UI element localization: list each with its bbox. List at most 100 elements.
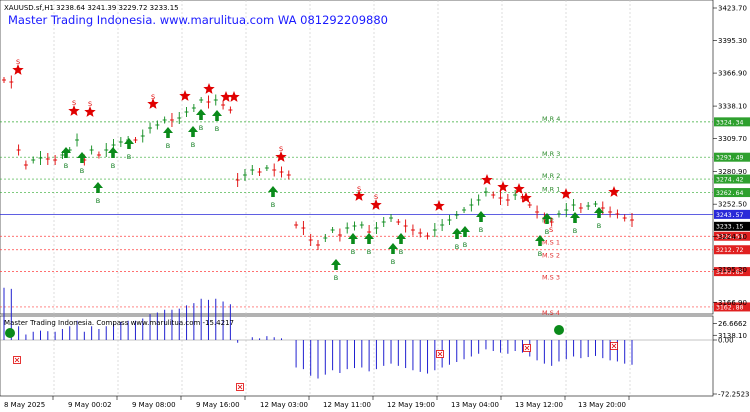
price-tag-box (714, 152, 750, 162)
price-tick-label: 3366.90 (718, 70, 747, 78)
sell-star-icon (520, 192, 532, 203)
sell-box-icon (237, 384, 243, 390)
buy-label: B (80, 167, 84, 175)
buy-label: B (391, 258, 395, 266)
buy-arrow-icon (348, 233, 358, 244)
price-tag-label: 3224.50 (716, 233, 743, 241)
buy-arrow-icon (268, 186, 278, 197)
buy-arrow-icon (188, 126, 198, 137)
bull-dot-icon (554, 325, 564, 335)
buy-label: B (127, 153, 131, 161)
buy-label: B (271, 201, 275, 209)
price-tick-label: 3395.30 (718, 37, 747, 45)
level-lines: M.R 4M.R 3M.R 2M.R 1M.PM.S 1M.S 2M.S 3M.… (0, 115, 713, 317)
time-tick-label: 8 May 2025 (4, 401, 45, 409)
price-tags: 3324.34 3293.49 3274.42 3262.64 3243.57 3224.… (714, 117, 750, 312)
price-tick-label: 3338.10 (718, 103, 747, 111)
time-tick-label: 13 May 20:00 (578, 401, 626, 409)
buy-arrow-icon (77, 152, 87, 163)
buy-arrow-icon (61, 147, 71, 158)
buy-arrow-icon (124, 138, 134, 149)
sell-label: S (279, 145, 283, 153)
buy-label: B (215, 125, 219, 133)
price-tag-box (714, 117, 750, 127)
symbol-line: XAUUSD.sf,H1 3238.64 3241.39 3229.72 323… (4, 4, 179, 12)
buy-arrow-icon (196, 109, 206, 120)
price-tick-label: 3138.10 (718, 332, 747, 340)
price-tag-box (714, 174, 750, 184)
level-label: M.S 4 (542, 309, 560, 317)
buy-arrow-icon (594, 207, 604, 218)
price-tag-label: 3262.64 (716, 189, 743, 197)
buy-arrow-icon (542, 213, 552, 224)
price-tick-label: 3166.90 (718, 299, 747, 307)
price-tag-label: 3293.49 (716, 154, 743, 162)
bull-dot-icon (5, 328, 15, 338)
price-tick-label: 3195.30 (718, 266, 747, 274)
buy-label: B (479, 226, 483, 234)
sell-star-icon (353, 190, 365, 201)
price-tag-label: 3243.57 (716, 211, 743, 219)
sell-star-icon (179, 90, 191, 101)
price-tick-label: 3309.70 (718, 135, 747, 143)
time-tick-label: 12 May 19:00 (387, 401, 435, 409)
time-tick-label: 9 May 16:00 (196, 401, 240, 409)
sell-star-icon (275, 151, 287, 162)
level-label: M.S 2 (542, 252, 560, 260)
sell-label: S (357, 185, 361, 193)
buy-label: B (351, 248, 355, 256)
time-tick-label: 13 May 12:00 (515, 401, 563, 409)
indicator-tick-label: -72.2523 (718, 391, 749, 399)
sell-star-icon (68, 105, 80, 116)
price-tick-label: 3224.10 (718, 233, 747, 241)
level-label: M.R 4 (542, 115, 560, 123)
buy-label: B (399, 248, 403, 256)
buy-label: B (545, 228, 549, 236)
sell-star-icon (220, 91, 232, 102)
time-tick-label: 12 May 11:00 (323, 401, 371, 409)
sell-box-icon (437, 351, 443, 357)
level-label: M.R 2 (542, 172, 560, 180)
time-tick-label: 13 May 04:00 (451, 401, 499, 409)
sell-label: S (72, 99, 76, 107)
level-label: M.R 1 (542, 186, 560, 194)
price-tag-box (714, 267, 750, 277)
sell-star-icon (560, 188, 572, 199)
buy-label: B (166, 142, 170, 150)
time-tick-label: 9 May 08:00 (132, 401, 176, 409)
candles (2, 75, 634, 250)
price-tick-label: 3423.70 (718, 5, 747, 13)
compass-histogram (0, 287, 713, 391)
price-tag-box (714, 209, 750, 219)
sell-star-icon (608, 186, 620, 197)
buy-label: B (64, 162, 68, 170)
buy-arrow-icon (396, 233, 406, 244)
buy-label: B (367, 248, 371, 256)
buy-label: B (111, 162, 115, 170)
buy-arrow-icon (388, 243, 398, 254)
price-tick-label: 3280.90 (718, 168, 747, 176)
indicator-tick-label: 26.6662 (718, 320, 747, 328)
buy-arrow-icon (364, 233, 374, 244)
buy-arrow-icon (452, 228, 462, 239)
buy-arrow-icon (476, 211, 486, 222)
buy-label: B (455, 243, 459, 251)
buy-label: B (538, 250, 542, 258)
buy-label: B (597, 222, 601, 230)
sell-star-icon (12, 64, 24, 75)
price-tag-box (714, 245, 750, 255)
current-price-label: 3233.15 (716, 223, 743, 231)
indicator-tick-label: 0.00 (718, 337, 734, 345)
level-label: M.S 1 (542, 238, 560, 246)
price-tag-box (714, 188, 750, 198)
price-tag-label: 3193.65 (716, 268, 743, 276)
buy-arrow-icon (163, 127, 173, 138)
sell-star-icon (203, 83, 215, 94)
price-tag-label: 3324.34 (716, 118, 743, 126)
buy-arrow-icon (212, 110, 222, 121)
sell-star-icon (513, 183, 525, 194)
price-tag-label: 3162.80 (716, 303, 743, 311)
indicator-title: Master Trading Indonesia. Compass www.ma… (4, 319, 234, 327)
